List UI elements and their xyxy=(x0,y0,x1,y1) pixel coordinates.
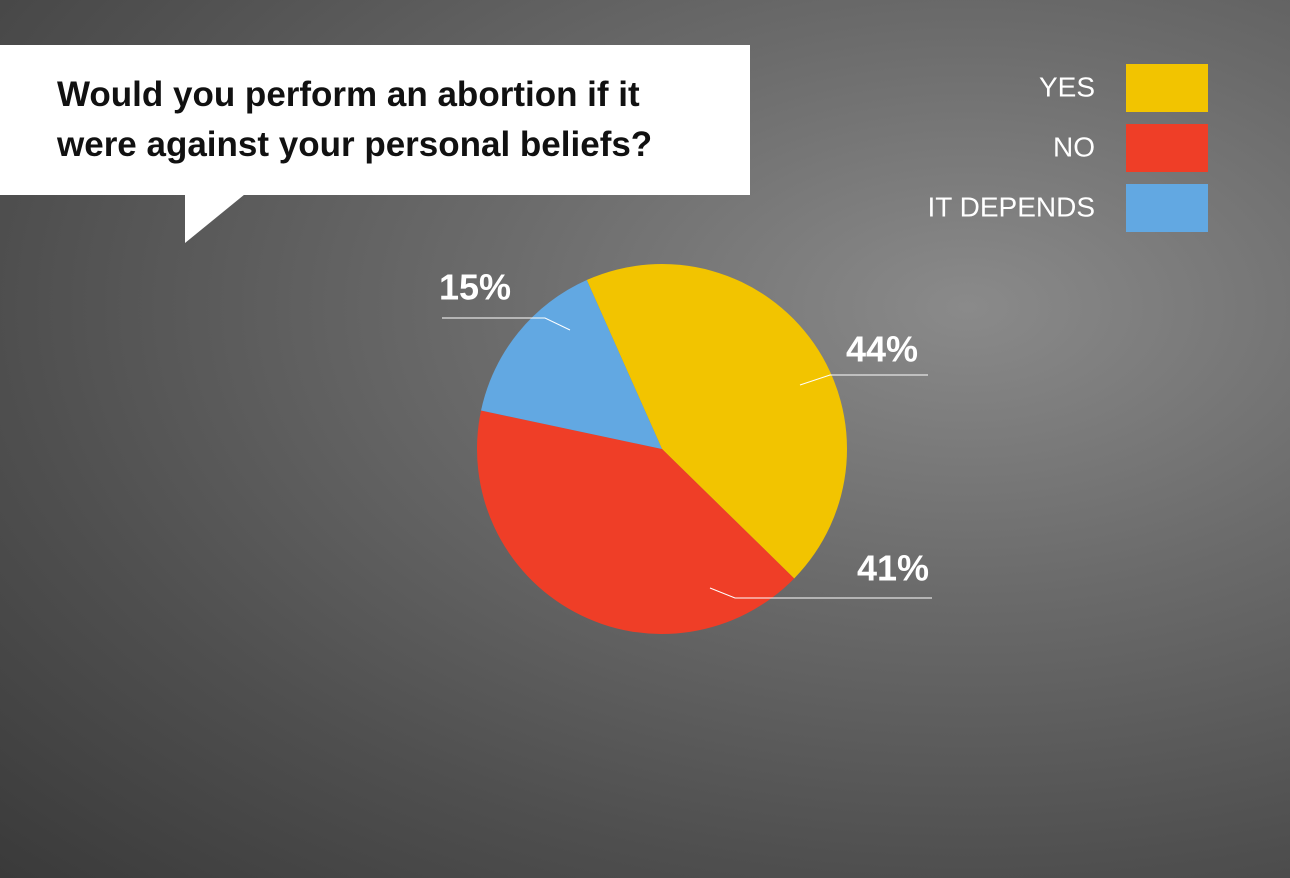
legend-swatch xyxy=(1126,124,1208,172)
speech-bubble xyxy=(0,45,750,195)
pie-slice xyxy=(586,263,848,579)
bubble-pointer xyxy=(185,190,250,243)
chart-title: Would you perform an abortion if it were… xyxy=(57,75,653,164)
leader-line xyxy=(442,317,571,331)
pie-slice xyxy=(481,279,662,449)
pie-slice xyxy=(477,410,795,634)
legend-label: IT DEPENDS xyxy=(927,191,1095,222)
leader-line xyxy=(709,587,932,599)
leader-line xyxy=(799,374,928,386)
legend-label: YES xyxy=(1039,71,1095,102)
legend-swatch xyxy=(1126,184,1208,232)
legend-label: NO xyxy=(1053,131,1095,162)
data-label: 15% xyxy=(439,267,511,308)
data-label: 41% xyxy=(857,548,929,589)
data-label: 44% xyxy=(846,329,918,370)
legend-swatch xyxy=(1126,64,1208,112)
